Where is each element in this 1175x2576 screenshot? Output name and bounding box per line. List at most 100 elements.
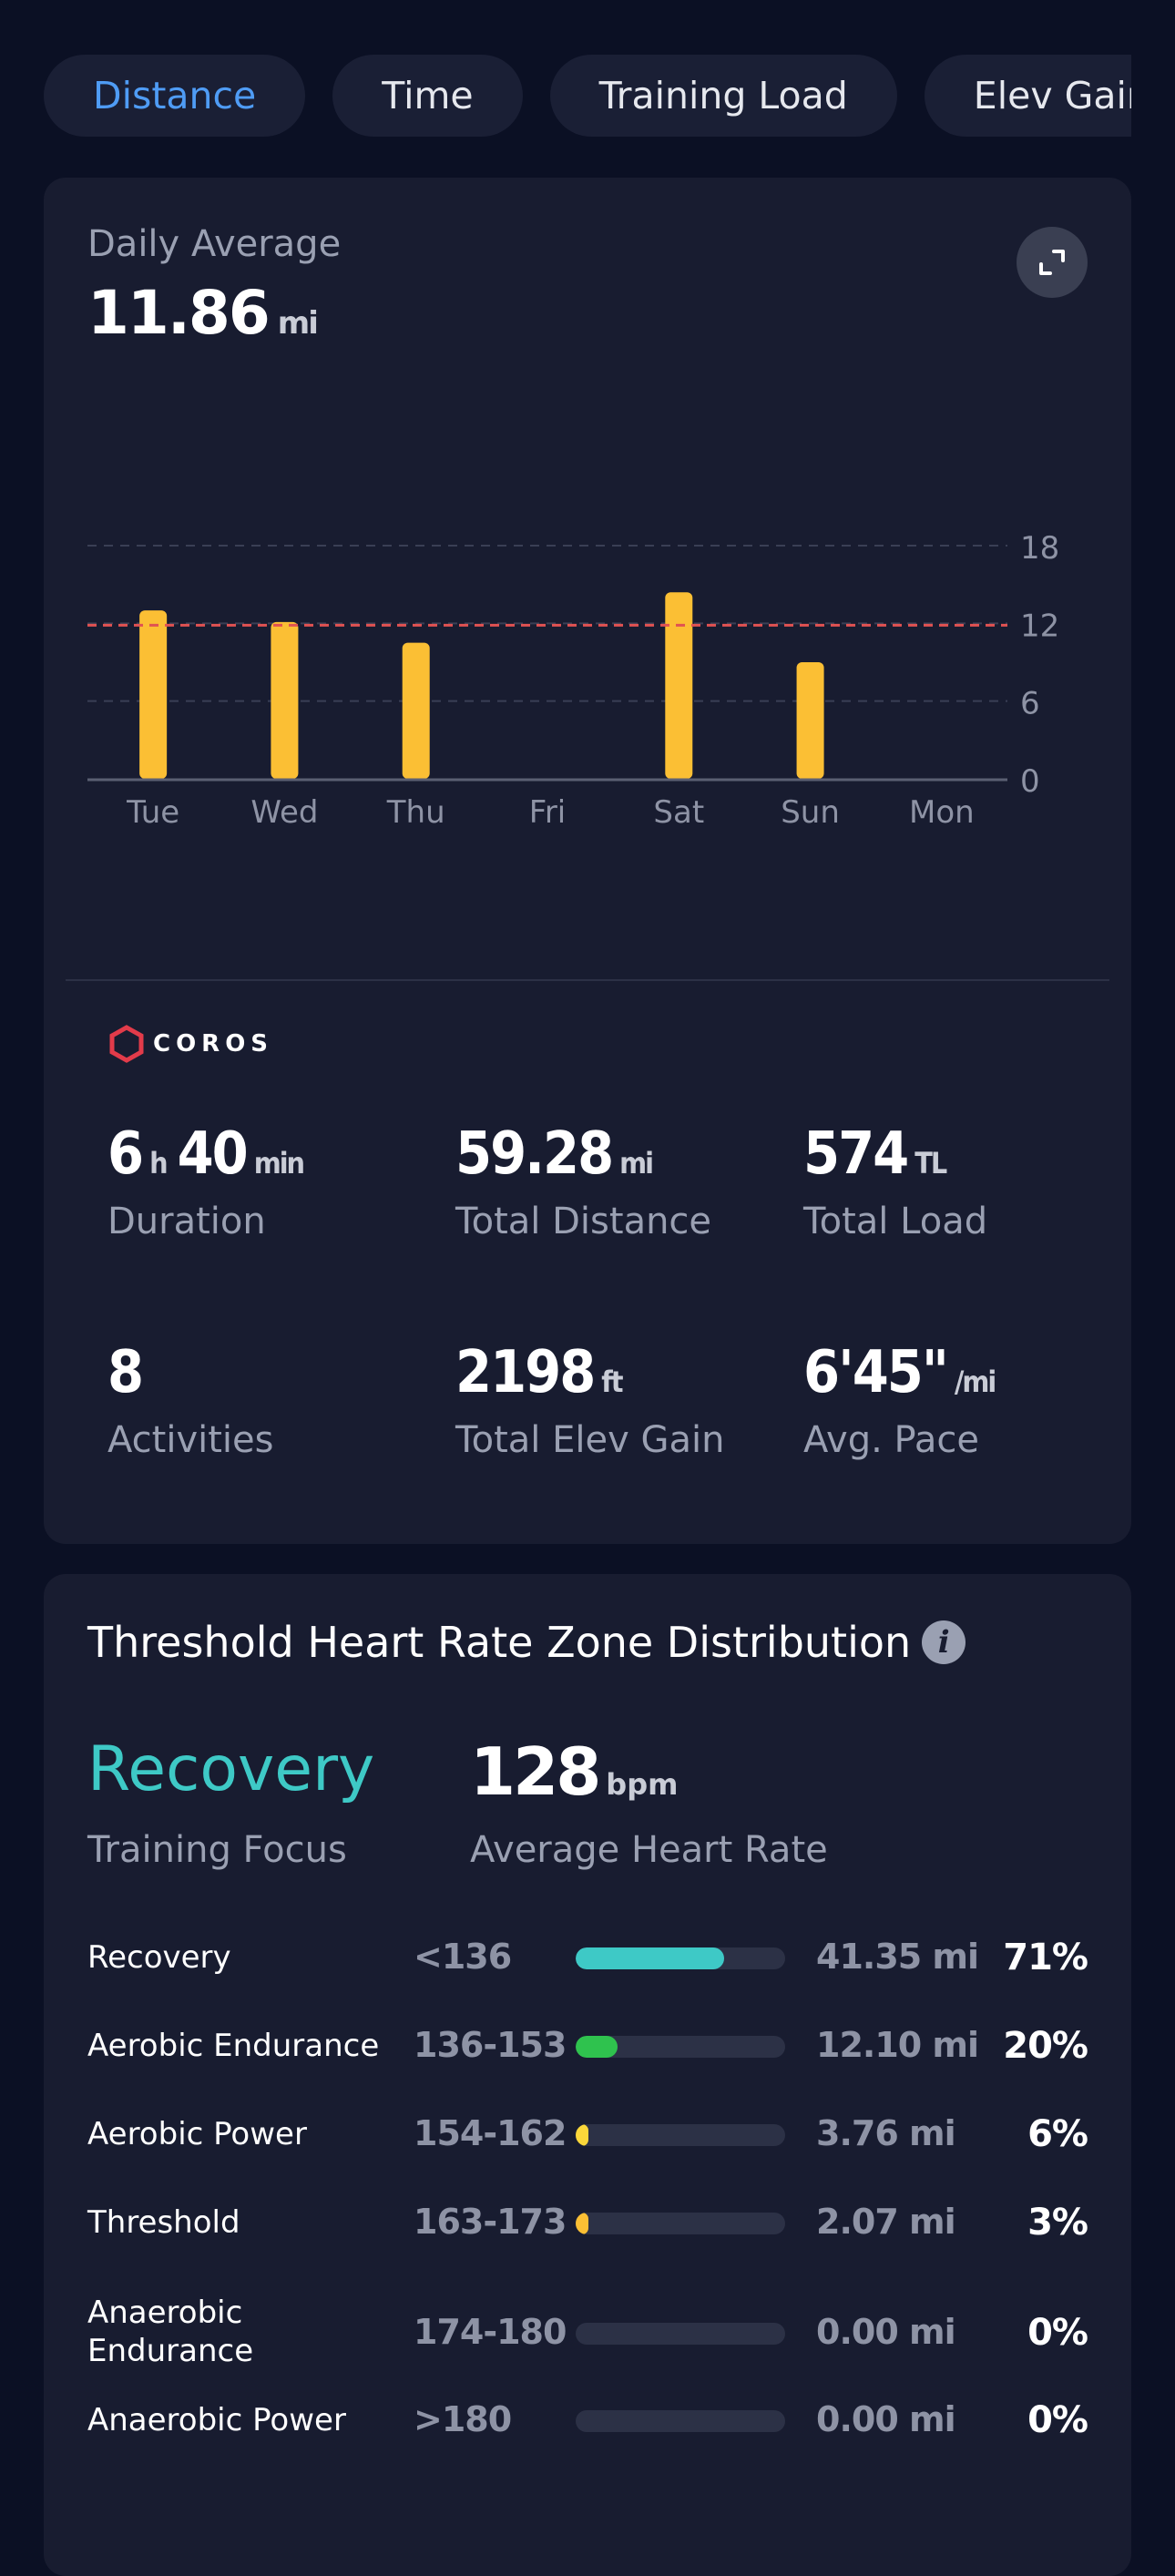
stat-activities: 8 Activities bbox=[107, 1339, 454, 1461]
zone-progress-track bbox=[576, 2410, 785, 2432]
stat-number: 2198 bbox=[455, 1339, 596, 1406]
zone-row: Aerobic Power 154-162 3.76 mi 6% bbox=[44, 2113, 1131, 2188]
zone-name: Anaerobic Endurance bbox=[87, 2295, 254, 2369]
bar bbox=[665, 592, 693, 779]
stat-label: Avg. Pace bbox=[803, 1419, 979, 1461]
zone-distance: 41.35 mi bbox=[816, 1937, 979, 1977]
zone-range: 174-180 bbox=[414, 2312, 567, 2352]
summary-card: Daily Average 11.86 mi 18 12 6 0 Tue Wed Thu Fri… bbox=[44, 178, 1131, 1544]
daily-average-unit: mi bbox=[277, 305, 319, 342]
x-tick-label: Fri bbox=[529, 794, 567, 831]
zone-progress-fill bbox=[576, 1947, 724, 1969]
stat-unit: h bbox=[149, 1146, 168, 1181]
zone-distance: 0.00 mi bbox=[816, 2312, 956, 2352]
zone-percent: 3% bbox=[1027, 2202, 1088, 2244]
zone-distance: 0.00 mi bbox=[816, 2399, 956, 2439]
stat-number: 8 bbox=[107, 1339, 144, 1406]
zone-progress-track bbox=[576, 2213, 785, 2234]
zone-percent: 0% bbox=[1027, 2312, 1088, 2354]
stat-unit: /mi bbox=[954, 1365, 996, 1399]
tab-elev-gain[interactable]: Elev Gain bbox=[924, 55, 1131, 137]
zone-name: Recovery bbox=[87, 1939, 231, 1976]
zone-progress-fill bbox=[576, 2124, 588, 2146]
stat-value: 6 h 40 min bbox=[107, 1120, 454, 1188]
info-icon[interactable]: i bbox=[922, 1620, 966, 1664]
expand-button[interactable] bbox=[1017, 227, 1088, 298]
stat-value: 6'45"/mi bbox=[803, 1339, 1149, 1406]
average-heart-rate-value: 128 bpm bbox=[470, 1733, 678, 1810]
tab-training-load[interactable]: Training Load bbox=[549, 55, 897, 137]
stat-duration: 6 h 40 min Duration bbox=[107, 1120, 454, 1242]
daily-average-value: 11.86 mi bbox=[87, 278, 319, 348]
x-tick-label: Sat bbox=[653, 794, 704, 831]
zone-row: Anaerobic Endurance 174-180 0.00 mi 0% bbox=[44, 2294, 1131, 2369]
stat-label: Duration bbox=[107, 1201, 266, 1242]
stat-number: 6'45" bbox=[803, 1339, 949, 1406]
stat-unit: ft bbox=[601, 1365, 623, 1399]
zone-range: >180 bbox=[414, 2399, 512, 2439]
zone-percent: 20% bbox=[1003, 2025, 1088, 2067]
stat-total-elev-gain: 2198 ft Total Elev Gain bbox=[455, 1339, 802, 1461]
stat-number: 59.28 bbox=[455, 1120, 614, 1188]
stat-total-load: 574 TL Total Load bbox=[803, 1120, 1149, 1242]
daily-average-label: Daily Average bbox=[87, 223, 342, 265]
zone-progress-fill bbox=[576, 2036, 618, 2058]
zone-percent: 0% bbox=[1027, 2399, 1088, 2441]
section-divider bbox=[66, 979, 1109, 981]
zone-range: 163-173 bbox=[414, 2202, 567, 2242]
expand-icon bbox=[1039, 250, 1065, 275]
daily-average-number: 11.86 bbox=[87, 278, 271, 348]
stat-value: 8 bbox=[107, 1339, 454, 1406]
y-tick-label: 6 bbox=[1020, 686, 1040, 722]
y-tick-label: 18 bbox=[1020, 530, 1059, 567]
zone-range: 154-162 bbox=[414, 2113, 567, 2153]
zone-range: 136-153 bbox=[414, 2025, 567, 2065]
zone-distance: 2.07 mi bbox=[816, 2202, 956, 2242]
tab-time[interactable]: Time bbox=[332, 55, 523, 137]
zone-name: Aerobic Power bbox=[87, 2116, 307, 2152]
hr-zone-title-text: Threshold Heart Rate Zone Distribution bbox=[87, 1618, 912, 1667]
coros-hexagon-icon bbox=[109, 1025, 144, 1063]
stat-unit: min bbox=[253, 1146, 305, 1181]
coros-logo-text: COROS bbox=[153, 1030, 274, 1058]
y-tick-label: 0 bbox=[1020, 763, 1040, 800]
training-focus-label: Training Focus bbox=[87, 1829, 347, 1871]
stat-value: 574 TL bbox=[803, 1120, 1149, 1188]
zone-progress-track bbox=[576, 2124, 785, 2146]
stat-unit: TL bbox=[914, 1146, 947, 1181]
x-tick-label: Sun bbox=[781, 794, 840, 831]
hr-zone-card: Threshold Heart Rate Zone Distribution i… bbox=[44, 1574, 1131, 2576]
x-tick-label: Thu bbox=[386, 794, 445, 831]
x-tick-label: Mon bbox=[909, 794, 975, 831]
zone-distance: 12.10 mi bbox=[816, 2025, 979, 2065]
x-tick-label: Wed bbox=[250, 794, 318, 831]
zone-progress-track bbox=[576, 2036, 785, 2058]
zone-row: Recovery <136 41.35 mi 71% bbox=[44, 1937, 1131, 2011]
average-heart-rate-label: Average Heart Rate bbox=[470, 1829, 828, 1871]
average-heart-rate-unit: bpm bbox=[606, 1767, 679, 1802]
zone-row: Anaerobic Power >180 0.00 mi 0% bbox=[44, 2399, 1131, 2474]
y-tick-label: 12 bbox=[1020, 608, 1059, 644]
training-focus-value: Recovery bbox=[87, 1733, 375, 1805]
bar bbox=[402, 642, 430, 779]
stat-number: 574 bbox=[803, 1120, 909, 1188]
zone-name: Threshold bbox=[87, 2204, 240, 2241]
zone-progress-track bbox=[576, 1947, 785, 1969]
zone-percent: 6% bbox=[1027, 2113, 1088, 2155]
bar bbox=[139, 610, 168, 779]
x-tick-label: Tue bbox=[126, 794, 179, 831]
stat-label: Activities bbox=[107, 1419, 274, 1461]
stat-value: 2198 ft bbox=[455, 1339, 802, 1406]
zone-progress-fill bbox=[576, 2213, 588, 2234]
stat-label: Total Distance bbox=[455, 1201, 712, 1242]
zone-row: Aerobic Endurance 136-153 12.10 mi 20% bbox=[44, 2025, 1131, 2100]
stat-unit: mi bbox=[619, 1146, 654, 1181]
stat-total-distance: 59.28 mi Total Distance bbox=[455, 1120, 802, 1242]
average-heart-rate-number: 128 bbox=[470, 1733, 601, 1810]
distance-bar-chart: 18 12 6 0 Tue Wed Thu Fri Sat Sun Mon bbox=[87, 530, 1059, 831]
zone-name: Anaerobic Power bbox=[87, 2402, 346, 2438]
tab-distance[interactable]: Distance bbox=[44, 55, 306, 137]
bar bbox=[796, 662, 824, 779]
zone-range: <136 bbox=[414, 1937, 512, 1977]
bar bbox=[271, 621, 299, 779]
